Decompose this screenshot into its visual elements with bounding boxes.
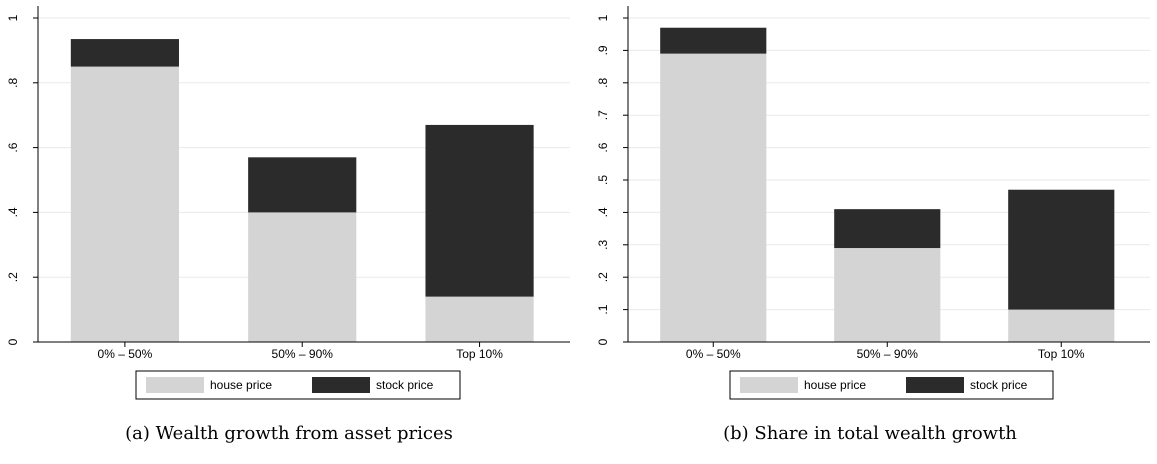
y-tick-label: .2	[596, 272, 610, 282]
bar-segment	[425, 124, 534, 297]
bar-segment	[425, 296, 534, 342]
y-tick-label: .3	[596, 239, 610, 249]
legend-label: stock price	[376, 378, 434, 392]
y-tick-label: .2	[6, 272, 20, 282]
x-tick-label: 50% – 90%	[272, 347, 334, 361]
y-tick-label: 0	[596, 338, 610, 345]
x-tick-label: 0% – 50%	[98, 347, 153, 361]
legend-label: stock price	[970, 378, 1028, 392]
y-tick-label: 0	[6, 338, 20, 345]
y-tick-label: .5	[596, 175, 610, 185]
y-tick-label: .6	[596, 142, 610, 152]
bar-segment	[660, 27, 767, 54]
x-tick-label: 50% – 90%	[857, 347, 919, 361]
y-tick-label: .8	[596, 77, 610, 87]
y-tick-label: 1	[6, 14, 20, 21]
caption: (b) Share in total wealth growth	[723, 423, 1017, 444]
legend-swatch	[740, 377, 798, 393]
legend-swatch	[906, 377, 964, 393]
y-tick-label: 1	[596, 14, 610, 21]
x-tick-label: 0% – 50%	[686, 347, 741, 361]
x-tick-label: Top 10%	[1038, 347, 1085, 361]
caption: (a) Wealth growth from asset prices	[125, 423, 453, 444]
y-tick-label: .4	[6, 207, 20, 217]
y-tick-label: .4	[596, 207, 610, 217]
legend-label: house price	[804, 378, 866, 392]
bar-segment	[70, 66, 179, 342]
y-tick-label: .6	[6, 142, 20, 152]
bar-segment	[248, 157, 357, 213]
y-tick-label: .9	[596, 45, 610, 55]
legend-swatch	[146, 377, 204, 393]
bar-segment	[660, 53, 767, 342]
bar-segment	[1008, 189, 1115, 310]
y-tick-label: .8	[6, 77, 20, 87]
y-tick-label: .7	[596, 110, 610, 120]
legend-label: house price	[210, 378, 272, 392]
bar-segment	[248, 212, 357, 342]
bar-segment	[834, 248, 941, 342]
bar-segment	[70, 39, 179, 67]
bar-segment	[1008, 309, 1115, 342]
legend-swatch	[312, 377, 370, 393]
y-tick-label: .1	[596, 304, 610, 314]
bar-segment	[834, 209, 941, 249]
x-tick-label: Top 10%	[456, 347, 503, 361]
